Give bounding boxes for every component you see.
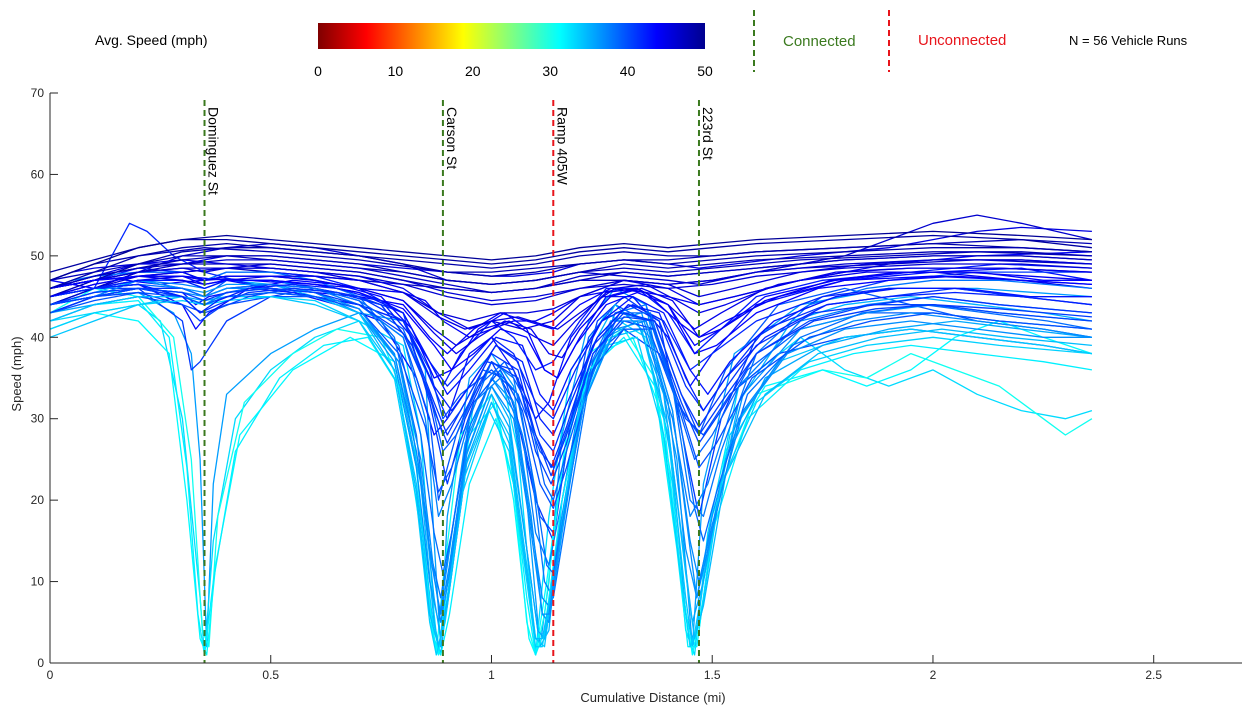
speed-series-line <box>49 222 1092 420</box>
legend-unconnected-label: Unconnected <box>918 32 1006 49</box>
speed-series-line <box>49 230 1092 281</box>
speed-series-line <box>49 295 1093 469</box>
legend-connected-label: Connected <box>783 33 856 50</box>
intersection-label: Carson St <box>444 107 460 169</box>
x-tick-label: 0.5 <box>262 668 279 682</box>
colorbar-tick-label: 20 <box>465 63 481 79</box>
speed-series-line <box>49 271 1092 379</box>
speed-series-line <box>49 275 1092 379</box>
y-tick-label: 70 <box>31 86 45 100</box>
legend-note: N = 56 Vehicle Runs <box>1069 33 1188 48</box>
speed-series-line <box>49 295 1092 656</box>
y-tick-label: 40 <box>31 330 45 344</box>
y-tick-label: 10 <box>31 575 45 589</box>
speed-series-line <box>49 287 1092 477</box>
speed-series-line <box>49 279 1093 534</box>
colorbar-label: Avg. Speed (mph) <box>95 32 208 48</box>
plot-series <box>49 214 1093 656</box>
speed-series-line <box>49 295 1093 648</box>
speed-series-line <box>49 279 1092 412</box>
colorbar-tick-label: 10 <box>388 63 404 79</box>
intersection-label: 223rd St <box>700 107 716 160</box>
colorbar-ticks: 0 10 20 30 40 50 <box>314 63 713 79</box>
speed-series-line <box>49 291 1092 648</box>
speed-series-line <box>49 283 1092 436</box>
intersection-label: Ramp 405W <box>554 107 570 186</box>
speed-series-line <box>49 287 1092 623</box>
colorbar-tick-label: 30 <box>542 63 558 79</box>
speed-series-line <box>49 234 1092 273</box>
intersection-markers: Dominguez St Carson St Ramp 405W 223rd St <box>203 100 716 663</box>
speed-series-line <box>49 251 1092 290</box>
colorbar <box>318 23 705 49</box>
speed-series-line <box>49 312 1093 656</box>
y-tick-label: 30 <box>31 412 45 426</box>
y-tick-label: 60 <box>31 167 45 181</box>
colorbar-tick-label: 0 <box>314 63 322 79</box>
speed-series-line <box>49 242 1092 290</box>
y-tick-label: 50 <box>31 249 45 263</box>
y-tick-label: 20 <box>31 493 45 507</box>
x-tick-label: 2 <box>930 668 937 682</box>
colorbar-legend: Avg. Speed (mph) 0 10 20 30 40 50 <box>95 23 713 79</box>
speed-series-line <box>49 259 1092 330</box>
speed-series-line <box>49 247 1092 298</box>
speed-series-line <box>49 255 1092 294</box>
y-tick-label: 0 <box>37 656 44 670</box>
line-legend: Connected Unconnected N = 56 Vehicle Run… <box>753 10 1188 72</box>
x-axis-label: Cumulative Distance (mi) <box>580 690 725 705</box>
x-tick-label: 2.5 <box>1145 668 1162 682</box>
y-axis-label: Speed (mph) <box>9 336 24 411</box>
colorbar-tick-label: 40 <box>620 63 636 79</box>
speed-series-line <box>49 259 1092 306</box>
axes: 0 10 20 30 40 50 60 70 0 0.5 1 1.5 2 2.5 <box>31 86 1242 682</box>
speed-series-line <box>49 271 1092 359</box>
x-tick-label: 0 <box>47 668 54 682</box>
colorbar-tick-label: 50 <box>697 63 713 79</box>
x-tick-label: 1.5 <box>704 668 721 682</box>
speed-series-line <box>49 283 1093 575</box>
x-tick-label: 1 <box>488 668 495 682</box>
intersection-label: Dominguez St <box>206 107 222 195</box>
